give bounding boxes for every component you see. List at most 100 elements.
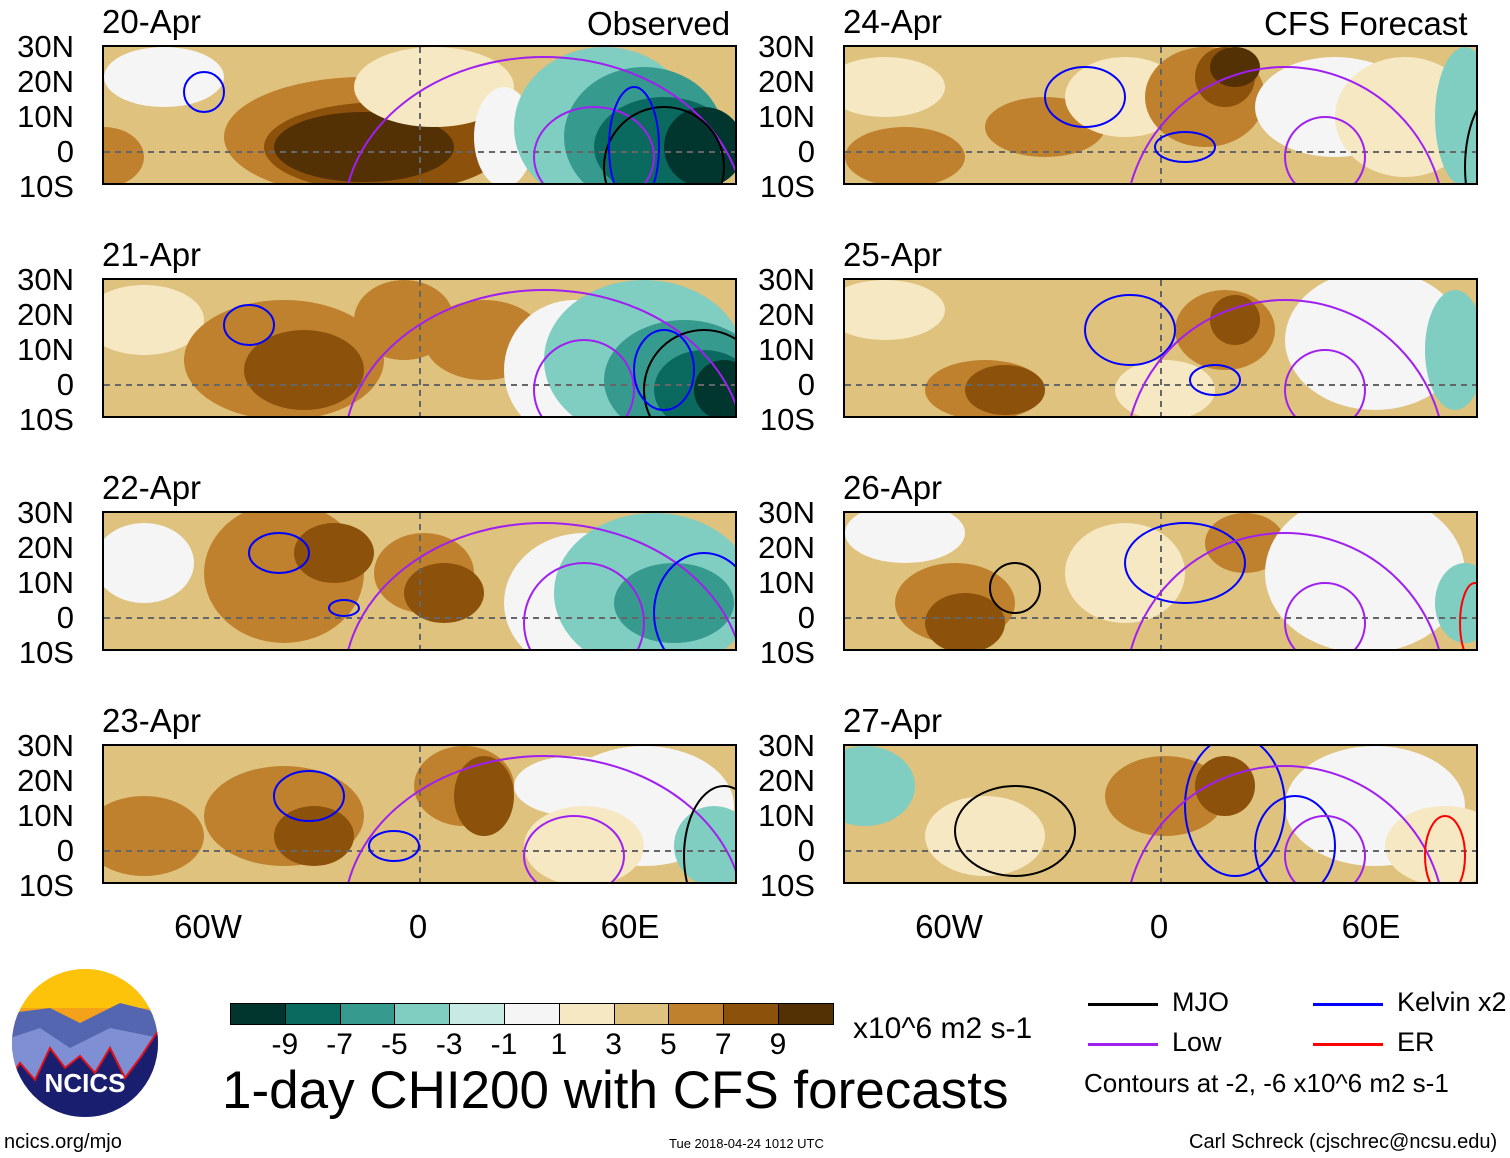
shading-region [1065, 523, 1185, 623]
y-tick-label: 10N [758, 332, 815, 367]
contour-line [954, 785, 1076, 877]
y-tick-label: 0 [797, 367, 815, 402]
y-tick-label: 10N [758, 99, 815, 134]
colorbar-swatch [284, 1003, 341, 1025]
footer-url[interactable]: ncics.org/mjo [4, 1131, 122, 1153]
map-shading [845, 47, 1476, 183]
y-tick-label: 30N [758, 728, 815, 763]
contour-line [1184, 746, 1286, 877]
contour-line [633, 329, 695, 411]
shading-region [845, 127, 965, 183]
map-panel [843, 511, 1478, 651]
colorbar-tick-label: -9 [271, 1028, 299, 1061]
colorbar-swatch [558, 1003, 615, 1025]
contour-line [603, 106, 725, 183]
colorbar-tick-label: -1 [490, 1028, 518, 1061]
colorbar-swatch [449, 1003, 506, 1025]
y-tick-label: 10S [18, 635, 74, 670]
y-tick-label: 0 [56, 600, 74, 635]
legend-line [1313, 1043, 1383, 1046]
colorbar-tick-label: 3 [605, 1028, 622, 1061]
shading [845, 746, 1476, 882]
colorbar-tick-label: -5 [381, 1028, 408, 1061]
y-tick-label: 30N [758, 29, 815, 64]
contour-line [1130, 765, 1440, 882]
y-tick-label: 10N [17, 565, 74, 600]
map-shading [104, 746, 735, 882]
shading-region [1205, 513, 1285, 573]
shading [104, 280, 735, 416]
shading-region [1105, 756, 1225, 836]
contour-line [1044, 66, 1126, 128]
colorbar-swatch [230, 1003, 286, 1025]
colorbar-swatch [778, 1003, 834, 1025]
shading-region [1210, 47, 1260, 87]
contour-line [1284, 582, 1366, 649]
colorbar-tick-label: -7 [326, 1028, 353, 1061]
y-tick-label: 10S [18, 169, 74, 204]
y-tick-label: 0 [797, 833, 815, 868]
colorbar-tick-label: 7 [714, 1028, 732, 1061]
panel-date: 25-Apr [843, 236, 943, 273]
contour-line [1130, 532, 1440, 649]
shading [845, 513, 1476, 649]
footer-author: Carl Schreck (cjschrec@ncsu.edu) [1189, 1131, 1498, 1153]
shading-region [104, 285, 204, 355]
y-tick-label: 20N [17, 763, 74, 798]
shading-region [674, 806, 735, 882]
shading-region [1425, 290, 1476, 410]
contour-line [989, 562, 1041, 614]
colorbar-tick-label: 1 [550, 1028, 568, 1061]
y-tick-label: 30N [17, 29, 74, 64]
contour-line [1284, 116, 1366, 183]
panel-date: 21-Apr [102, 236, 202, 273]
contour-line [347, 289, 735, 416]
map-shading [845, 746, 1476, 882]
colorbar-tick-label: 5 [660, 1028, 677, 1061]
contour-note: Contours at -2, -6 x10^6 m2 s-1 [1084, 1068, 1449, 1098]
shading-region [454, 756, 514, 836]
shading-region [845, 513, 965, 563]
y-tick-label: 10N [758, 565, 815, 600]
shading-region [1210, 295, 1260, 345]
contour-line [328, 599, 360, 617]
shading-region [845, 280, 945, 340]
contour-line [347, 56, 735, 183]
contour-line [1464, 109, 1476, 183]
x-tick-label: 0 [408, 908, 428, 945]
y-tick-label: 20N [758, 763, 815, 798]
contour-line [653, 552, 735, 649]
colorbar-swatch [613, 1003, 670, 1025]
shading-region [664, 107, 735, 183]
panel-date: 22-Apr [102, 469, 202, 506]
contour-line [1459, 582, 1476, 649]
legend-line [1313, 1003, 1383, 1006]
shading-region [845, 746, 915, 826]
map-shading [104, 280, 735, 416]
contour-line [1284, 815, 1366, 882]
contour-line [1130, 299, 1440, 416]
colorbar-swatch [394, 1003, 451, 1025]
contour-line [1154, 131, 1216, 163]
shading-region [1195, 756, 1255, 816]
contour-line [1189, 364, 1241, 396]
contour-line [1284, 349, 1366, 416]
legend-line [1088, 1043, 1158, 1046]
y-tick-label: 30N [758, 262, 815, 297]
y-tick-label: 10N [17, 798, 74, 833]
map-panel [102, 278, 737, 418]
contour-line [347, 522, 735, 649]
y-tick-label: 10S [759, 635, 815, 670]
shading [104, 746, 735, 882]
map-panel [102, 744, 737, 884]
map-panel [843, 45, 1478, 185]
y-tick-label: 30N [17, 728, 74, 763]
shading-region [524, 806, 644, 882]
chart-title: 1-day CHI200 with CFS forecasts [222, 1061, 1009, 1120]
contour-line [1124, 522, 1246, 604]
contour-line [368, 830, 420, 862]
y-tick-label: 0 [56, 134, 74, 169]
shading [845, 47, 1476, 183]
contour-line [183, 71, 225, 113]
